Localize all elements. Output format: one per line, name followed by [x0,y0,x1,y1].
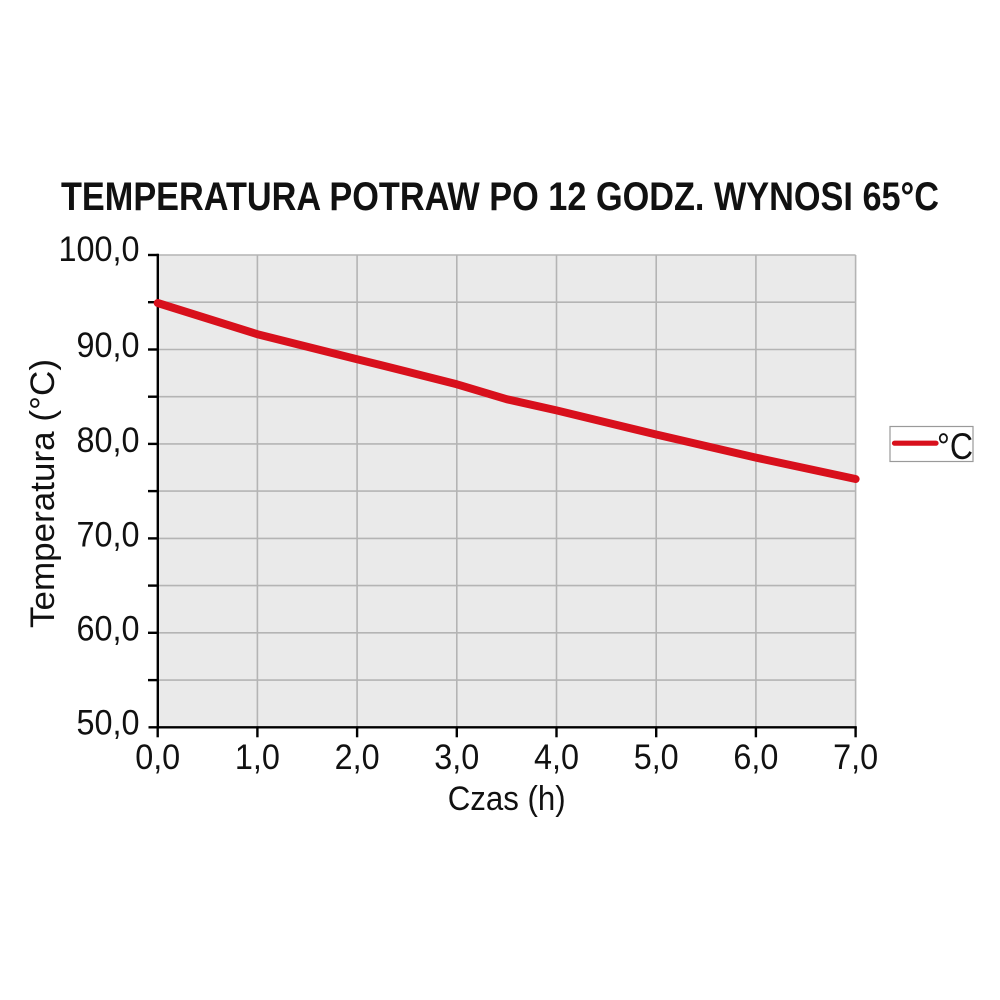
svg-text:4,0: 4,0 [534,738,579,777]
svg-text:0,0: 0,0 [135,738,180,777]
svg-text:90,0: 90,0 [77,326,140,365]
svg-text:100,0: 100,0 [59,230,140,269]
svg-text:6,0: 6,0 [733,738,778,777]
svg-text:3,0: 3,0 [434,738,479,777]
svg-text:°C: °C [937,426,973,467]
svg-text:1,0: 1,0 [235,738,280,777]
svg-text:TEMPERATURA POTRAW PO 12 GODZ.: TEMPERATURA POTRAW PO 12 GODZ. WYNOSI 65… [61,175,939,219]
svg-text:Temperatura (°C): Temperatura (°C) [24,359,62,628]
svg-text:70,0: 70,0 [77,515,140,554]
svg-text:2,0: 2,0 [335,738,380,777]
svg-text:7,0: 7,0 [833,738,878,777]
svg-text:60,0: 60,0 [77,610,140,649]
svg-text:5,0: 5,0 [634,738,679,777]
svg-text:50,0: 50,0 [77,704,140,743]
svg-text:80,0: 80,0 [77,421,140,460]
svg-text:Czas (h): Czas (h) [448,780,566,818]
